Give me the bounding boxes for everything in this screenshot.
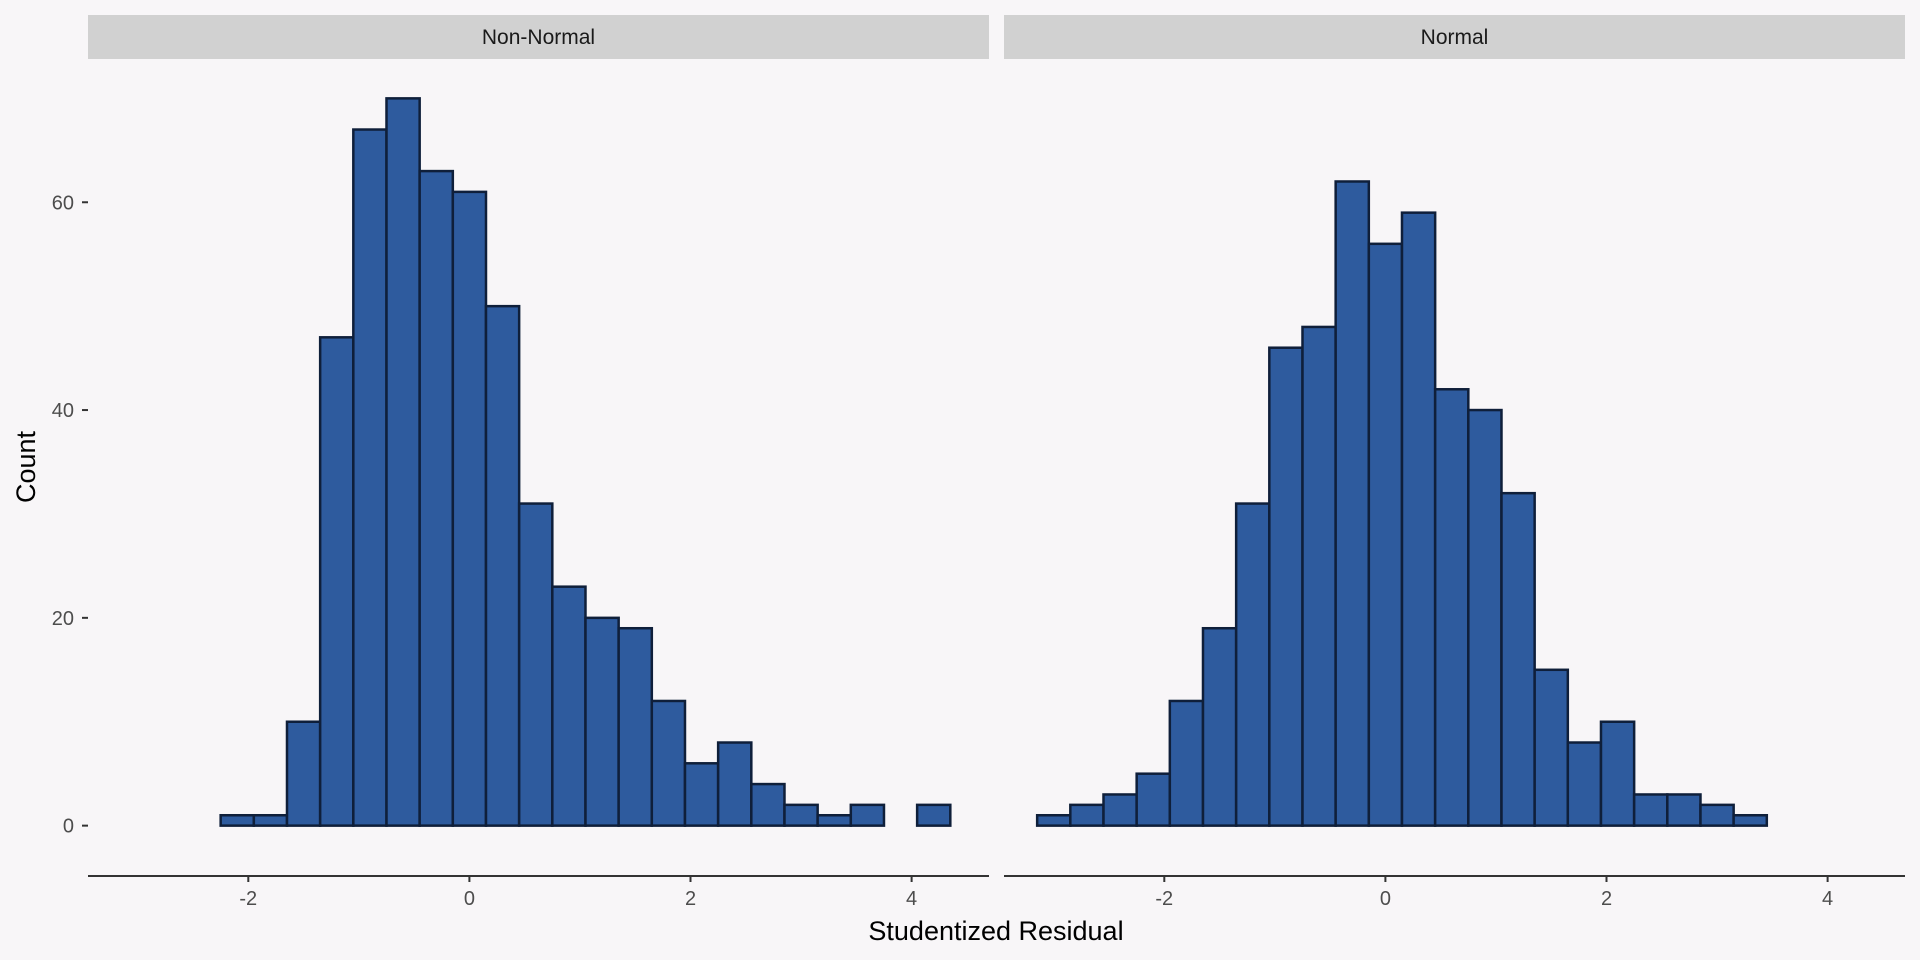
histogram-bar	[451, 190, 488, 827]
x-tick-label: 2	[685, 888, 696, 910]
facet-strip	[88, 15, 989, 59]
facet-panel-1: Non-Normal -2 0 2 4	[88, 15, 989, 910]
histogram-bar	[1732, 813, 1769, 827]
histogram-bar	[716, 741, 753, 827]
y-axis-title: Count	[11, 430, 41, 503]
x-axis-title: Studentized Residual	[868, 916, 1123, 946]
histogram-bar	[915, 803, 952, 827]
histogram-bars	[1035, 180, 1769, 827]
histogram-bar	[783, 803, 819, 827]
x-tick-label: 4	[906, 888, 917, 910]
histogram-bar	[1102, 793, 1138, 827]
histogram-bar	[1566, 741, 1603, 827]
histogram-bar	[1632, 793, 1669, 827]
facet-strip-label: Non-Normal	[482, 26, 595, 49]
histogram-bar	[1599, 720, 1636, 827]
histogram-bar	[1135, 772, 1172, 827]
facet-strip-label: Normal	[1421, 26, 1489, 49]
histogram-bar	[650, 699, 687, 827]
histogram-bar	[385, 97, 421, 827]
histogram-bar	[252, 813, 289, 827]
x-tick-label: 0	[464, 888, 475, 910]
histogram-bar	[1301, 325, 1337, 827]
histogram-bar	[849, 803, 886, 827]
y-tick-label: 60	[52, 192, 74, 214]
x-tick-label: 0	[1380, 888, 1391, 910]
histogram-bar	[318, 336, 355, 827]
histogram-bar	[1500, 491, 1536, 827]
histogram-bar	[517, 502, 554, 827]
histogram-bar	[1467, 408, 1503, 827]
histogram-bar	[418, 169, 455, 827]
histogram-bar	[484, 304, 521, 827]
histogram-bar	[1666, 793, 1702, 827]
histogram-bar	[1699, 803, 1735, 827]
histogram-bar	[816, 813, 853, 827]
histogram-bar	[285, 720, 322, 827]
y-tick-label: 40	[52, 400, 74, 422]
histogram-bar	[617, 626, 654, 827]
histogram-bar	[1234, 502, 1271, 827]
histogram-bar	[1400, 211, 1437, 827]
histogram-bar	[1069, 803, 1105, 827]
histogram-bar	[750, 782, 786, 827]
histogram-bar	[1533, 668, 1570, 827]
x-tick-label: -2	[239, 888, 257, 910]
histogram-bar	[1168, 699, 1205, 827]
y-axis: 0 20 40 60	[52, 192, 88, 838]
histogram-bar	[1201, 626, 1238, 827]
histogram-bars	[219, 97, 952, 827]
histogram-bar	[1035, 813, 1072, 827]
y-tick-label: 20	[52, 608, 74, 630]
facet-strip	[1004, 15, 1905, 59]
histogram-bar	[1367, 242, 1404, 827]
histogram-bar	[1334, 180, 1371, 827]
x-tick-label: -2	[1155, 888, 1173, 910]
facet-panel-2: Normal -2 0 2 4	[1004, 15, 1905, 910]
histogram-bar	[219, 813, 256, 827]
x-tick-label: 4	[1822, 888, 1833, 910]
y-tick-label: 0	[63, 816, 74, 838]
facet-panels: Non-Normal -2 0 2 4 Normal -2 0 2 4	[88, 15, 1905, 910]
x-tick-label: 2	[1601, 888, 1612, 910]
histogram-bar	[1268, 346, 1304, 827]
histogram-bar	[352, 128, 388, 827]
histogram-bar	[683, 762, 720, 827]
histogram-bar	[551, 585, 587, 827]
histogram-bar	[1433, 388, 1470, 827]
histogram-bar	[584, 616, 620, 827]
